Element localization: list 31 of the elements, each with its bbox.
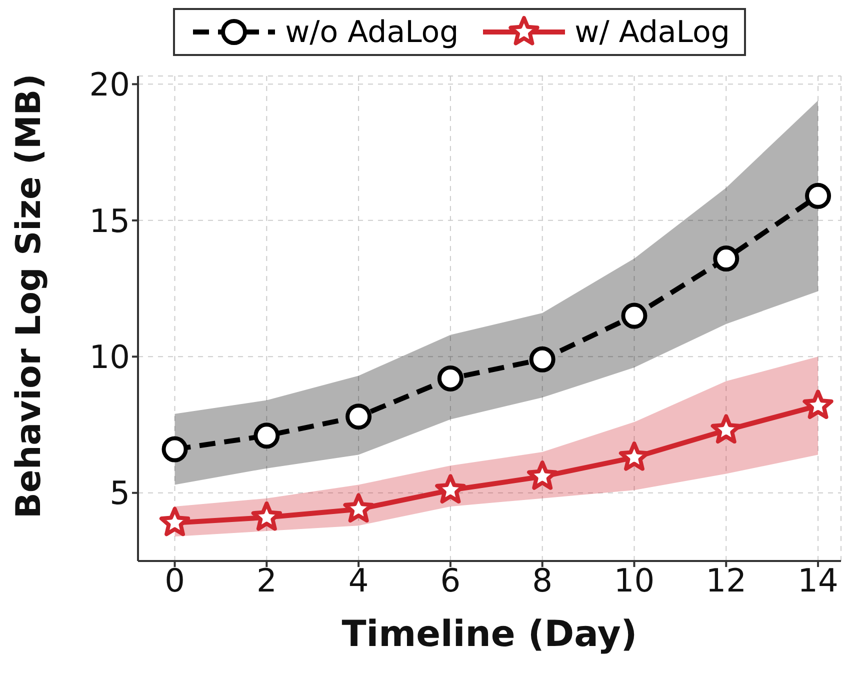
point — [527, 460, 558, 490]
x-tick-label: 4 — [348, 562, 369, 600]
point — [346, 404, 372, 430]
legend-label: w/ AdaLog — [574, 14, 730, 50]
point — [529, 346, 556, 372]
x-tick-label: 12 — [706, 562, 746, 600]
x-tick-label: 0 — [164, 562, 185, 600]
point — [437, 365, 464, 392]
point — [713, 246, 740, 272]
x-tick-label: 10 — [614, 562, 655, 600]
x-tick-label: 2 — [256, 562, 277, 600]
point — [802, 390, 834, 420]
x-axis-title: Timeline (Day) — [342, 614, 638, 655]
point — [805, 182, 832, 209]
y-tick-label: 10 — [89, 338, 130, 376]
y-tick-label: 15 — [89, 202, 130, 240]
point — [435, 474, 466, 504]
x-tick-label: 8 — [532, 562, 553, 600]
y-tick-label: 20 — [89, 66, 130, 104]
point — [343, 493, 374, 523]
y-axis-title: Behavior Log Size (MB) — [9, 74, 50, 518]
point — [254, 422, 280, 449]
y-tick-label: 5 — [110, 474, 130, 512]
point — [621, 302, 648, 329]
x-tick-label: 14 — [798, 562, 838, 600]
point — [710, 414, 742, 444]
point — [251, 501, 282, 531]
x-tick-label: 6 — [440, 562, 461, 600]
legend-label: w/o AdaLog — [285, 14, 459, 50]
point — [162, 436, 188, 462]
point — [159, 506, 190, 536]
